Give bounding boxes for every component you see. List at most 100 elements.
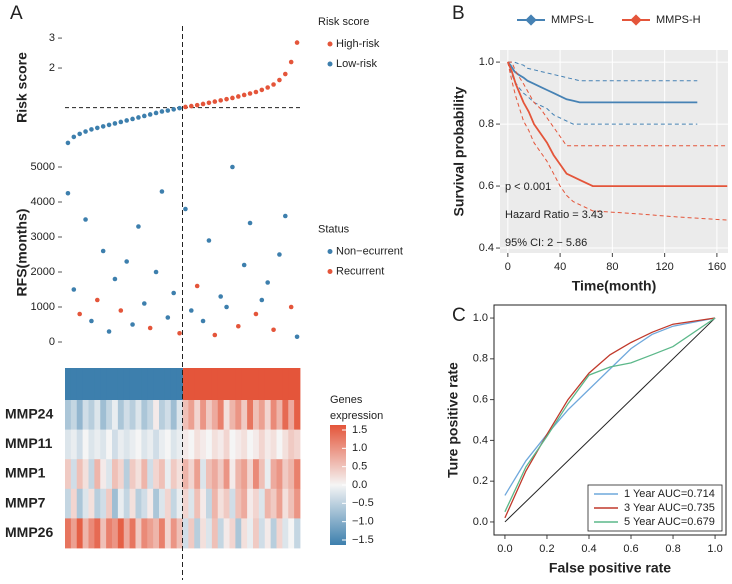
heat-cell xyxy=(135,459,142,490)
colorbar-tick-label: −1.0 xyxy=(352,516,374,528)
heat-cell xyxy=(270,459,277,490)
group-annotation xyxy=(164,368,172,400)
heat-cell xyxy=(229,459,236,490)
point xyxy=(71,134,77,140)
heat-cell xyxy=(106,429,113,460)
group-annotation xyxy=(194,368,201,400)
heat-cell xyxy=(270,488,277,519)
colorbar-tick-label: −0.5 xyxy=(352,497,374,509)
group-annotation xyxy=(235,368,242,400)
y-tick-label: 2 xyxy=(49,62,55,74)
point xyxy=(247,220,253,226)
point xyxy=(189,103,194,109)
point xyxy=(236,94,241,99)
x-tick-label: 1.0 xyxy=(707,543,722,555)
heat-cell xyxy=(82,400,89,430)
gene-label: MMP1 xyxy=(5,465,46,481)
point xyxy=(177,105,182,111)
heat-cell xyxy=(241,459,248,490)
heat-cell xyxy=(194,459,201,490)
point xyxy=(118,308,124,313)
heat-cell xyxy=(82,488,89,519)
legend-marker xyxy=(327,249,333,254)
point xyxy=(265,280,270,285)
point xyxy=(200,101,206,107)
point xyxy=(159,189,165,194)
heat-cell xyxy=(253,459,260,490)
point xyxy=(100,248,106,254)
heat-cell xyxy=(100,429,107,460)
heat-cell xyxy=(82,518,89,549)
point xyxy=(89,127,94,132)
heat-cell xyxy=(100,459,107,490)
group-annotation xyxy=(229,368,236,400)
heat-cell xyxy=(123,488,131,519)
heat-cell xyxy=(200,459,207,490)
heat-cell xyxy=(164,459,172,490)
heat-cell xyxy=(112,518,119,549)
legend-label: MMPS-L xyxy=(551,14,594,26)
heat-cell xyxy=(294,400,301,430)
point xyxy=(147,112,153,117)
point xyxy=(136,224,141,229)
annotation: p < 0.001 xyxy=(505,181,551,193)
heat-cell xyxy=(76,488,84,519)
group-annotation xyxy=(76,368,84,400)
point xyxy=(265,85,270,90)
heat-cell xyxy=(217,400,225,430)
y-axis-label: Risk score xyxy=(14,52,30,123)
heat-cell xyxy=(70,400,78,430)
group-annotation xyxy=(247,368,254,400)
curve xyxy=(506,61,728,187)
x-tick-label: 0.6 xyxy=(623,543,638,555)
heat-cell xyxy=(294,518,301,549)
y-tick-label: 0.8 xyxy=(479,118,494,130)
heat-cell xyxy=(235,459,242,490)
heat-cell xyxy=(70,429,78,460)
point xyxy=(224,96,229,102)
heat-cell xyxy=(253,488,260,519)
plot-frame xyxy=(493,304,727,536)
gene-label: MMP7 xyxy=(5,494,46,510)
point xyxy=(165,108,171,113)
colorbar-title: Genes xyxy=(330,394,363,406)
colorbar xyxy=(330,425,346,545)
gene-label: MMP24 xyxy=(5,406,53,422)
heat-cell xyxy=(65,518,72,549)
group-annotation xyxy=(170,368,178,400)
x-axis-label: False positive rate xyxy=(549,560,671,576)
heat-cell xyxy=(247,488,254,519)
heat-cell xyxy=(82,459,89,490)
heat-cell xyxy=(117,400,125,430)
point xyxy=(95,297,100,303)
panel-label: C xyxy=(452,305,466,326)
group-annotation xyxy=(188,368,195,400)
heat-cell xyxy=(200,429,207,460)
heat-cell xyxy=(112,488,119,519)
y-tick-label: 0.4 xyxy=(473,434,488,446)
heat-cell xyxy=(65,459,72,490)
y-axis-label: Survival probability xyxy=(451,86,467,216)
curve xyxy=(504,317,716,496)
heat-cell xyxy=(100,518,107,549)
point xyxy=(294,334,300,340)
group-annotation xyxy=(270,368,277,400)
heat-cell xyxy=(194,400,201,430)
group-annotation xyxy=(88,368,95,400)
heat-cell xyxy=(82,429,89,460)
point xyxy=(159,109,165,114)
group-annotation xyxy=(200,368,207,400)
heat-cell xyxy=(206,459,213,490)
point xyxy=(142,113,147,119)
y-tick-label: 0.6 xyxy=(479,180,494,192)
group-annotation xyxy=(94,368,101,400)
heat-cell xyxy=(70,518,78,549)
heat-cell xyxy=(247,459,254,490)
heat-cell xyxy=(211,518,219,549)
colorbar-tick-label: 1.0 xyxy=(352,442,367,454)
point xyxy=(212,99,218,104)
point xyxy=(65,190,71,196)
x-tick-label: 40 xyxy=(554,261,566,273)
point xyxy=(142,301,147,306)
